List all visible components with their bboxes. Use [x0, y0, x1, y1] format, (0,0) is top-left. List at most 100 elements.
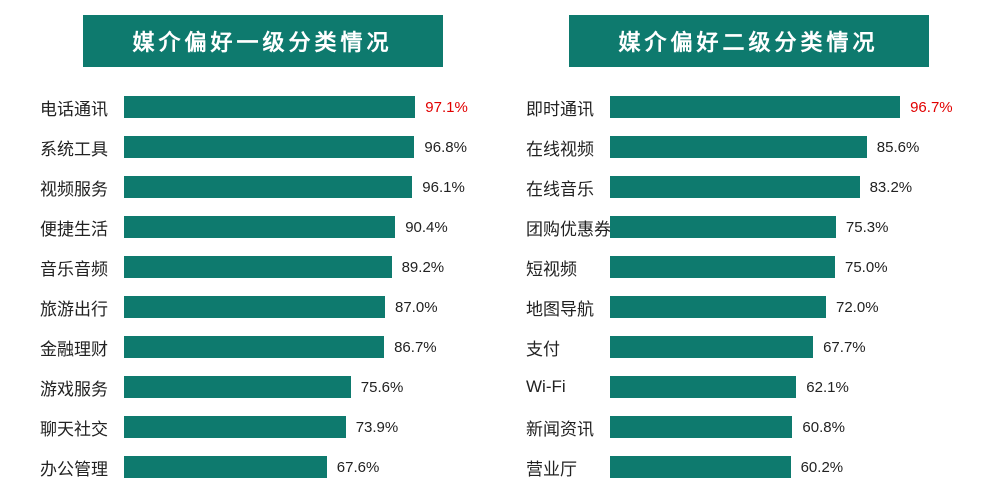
chart-title: 媒介偏好二级分类情况: [569, 15, 929, 67]
bar-label: 游戏服务: [40, 375, 124, 400]
bar-value: 60.2%: [801, 459, 844, 476]
bar: [124, 216, 395, 238]
bar-label: 便捷生活: [40, 215, 124, 240]
bar-value: 67.7%: [823, 339, 866, 356]
bar-value: 62.1%: [806, 379, 849, 396]
bar-value: 85.6%: [877, 139, 920, 156]
bar-area: 96.7%: [610, 96, 971, 118]
bar-area: 96.1%: [124, 176, 485, 198]
bar-row: 短视频 75.0%: [526, 255, 971, 279]
chart-rows: 即时通讯 96.7% 在线视频 85.6% 在线音乐 83.2% 团购优惠券 75.3% 短视频…: [526, 95, 971, 479]
bar-value: 75.3%: [846, 219, 889, 236]
bar-area: 86.7%: [124, 336, 485, 358]
bar: [124, 136, 414, 158]
bar-value: 73.9%: [356, 419, 399, 436]
bar-area: 97.1%: [124, 96, 485, 118]
bar: [124, 376, 351, 398]
bar-row: 游戏服务 75.6%: [40, 375, 485, 399]
bar-area: 87.0%: [124, 296, 485, 318]
bar-row: 地图导航 72.0%: [526, 295, 971, 319]
bar-value: 75.0%: [845, 259, 888, 276]
bar-area: 67.7%: [610, 336, 971, 358]
bar-row: 团购优惠券 75.3%: [526, 215, 971, 239]
bar-row: 旅游出行 87.0%: [40, 295, 485, 319]
bar: [610, 296, 826, 318]
bar-label: 地图导航: [526, 295, 610, 320]
bar: [610, 176, 860, 198]
bar-row: 营业厅 60.2%: [526, 455, 971, 479]
chart-rows: 电话通讯 97.1% 系统工具 96.8% 视频服务 96.1% 便捷生活 90.4% 音乐音频…: [40, 95, 485, 479]
bar-value: 96.1%: [422, 179, 465, 196]
bar-label: 在线音乐: [526, 175, 610, 200]
bar-value: 97.1%: [425, 99, 468, 116]
bar-label: 即时通讯: [526, 95, 610, 120]
bar-area: 62.1%: [610, 376, 971, 398]
chart-title: 媒介偏好一级分类情况: [83, 15, 443, 67]
bar-row: 支付 67.7%: [526, 335, 971, 359]
bar-label: 金融理财: [40, 335, 124, 360]
chart-secondary: 媒介偏好二级分类情况 即时通讯 96.7% 在线视频 85.6% 在线音乐 83.2% 团购…: [526, 15, 971, 480]
bar-area: 75.0%: [610, 256, 971, 278]
bar: [610, 216, 836, 238]
bar-value: 67.6%: [337, 459, 380, 476]
bar-area: 85.6%: [610, 136, 971, 158]
bar-value: 89.2%: [402, 259, 445, 276]
bar-area: 83.2%: [610, 176, 971, 198]
bar-value: 86.7%: [394, 339, 437, 356]
bar: [124, 456, 327, 478]
bar-label: 聊天社交: [40, 415, 124, 440]
bar-row: 电话通讯 97.1%: [40, 95, 485, 119]
bar: [610, 136, 867, 158]
bar-area: 73.9%: [124, 416, 485, 438]
bar-area: 75.3%: [610, 216, 971, 238]
bar: [124, 296, 385, 318]
bar-value: 96.8%: [424, 139, 467, 156]
bar-value: 83.2%: [870, 179, 913, 196]
bar-label: 团购优惠券: [526, 215, 610, 240]
bar-area: 89.2%: [124, 256, 485, 278]
bar-label: 旅游出行: [40, 295, 124, 320]
bar-area: 60.2%: [610, 456, 971, 478]
bar-area: 96.8%: [124, 136, 485, 158]
bar-area: 90.4%: [124, 216, 485, 238]
bar: [610, 456, 791, 478]
bar-label: 新闻资讯: [526, 415, 610, 440]
bar-label: 系统工具: [40, 135, 124, 160]
bar-value: 90.4%: [405, 219, 448, 236]
bar-row: 新闻资讯 60.8%: [526, 415, 971, 439]
bar-value: 60.8%: [802, 419, 845, 436]
bar-label: 短视频: [526, 255, 610, 280]
bar-value: 87.0%: [395, 299, 438, 316]
bar: [610, 256, 835, 278]
bar-value: 75.6%: [361, 379, 404, 396]
bar-area: 67.6%: [124, 456, 485, 478]
bar-row: 便捷生活 90.4%: [40, 215, 485, 239]
bar-row: 即时通讯 96.7%: [526, 95, 971, 119]
bar: [610, 336, 813, 358]
bar-row: 在线音乐 83.2%: [526, 175, 971, 199]
bar: [124, 336, 384, 358]
bar-area: 60.8%: [610, 416, 971, 438]
bar: [124, 256, 392, 278]
bar: [124, 416, 346, 438]
bar-label: 营业厅: [526, 455, 610, 480]
bar-label: 音乐音频: [40, 255, 124, 280]
bar: [610, 416, 792, 438]
bar-row: 视频服务 96.1%: [40, 175, 485, 199]
bar-row: Wi-Fi 62.1%: [526, 375, 971, 399]
bar-label: Wi-Fi: [526, 377, 610, 397]
chart-primary: 媒介偏好一级分类情况 电话通讯 97.1% 系统工具 96.8% 视频服务 96.1% 便捷…: [40, 15, 485, 480]
bar-row: 办公管理67.6%: [40, 455, 485, 479]
bar-area: 72.0%: [610, 296, 971, 318]
bar-row: 音乐音频 89.2%: [40, 255, 485, 279]
bar-row: 系统工具 96.8%: [40, 135, 485, 159]
bar-label: 视频服务: [40, 175, 124, 200]
bar-label: 在线视频: [526, 135, 610, 160]
bar-label: 电话通讯: [40, 95, 124, 120]
bar: [610, 376, 796, 398]
bar: [124, 96, 415, 118]
bar-value: 96.7%: [910, 99, 953, 116]
bar-value: 72.0%: [836, 299, 879, 316]
bar-label: 支付: [526, 335, 610, 360]
bar: [610, 96, 900, 118]
